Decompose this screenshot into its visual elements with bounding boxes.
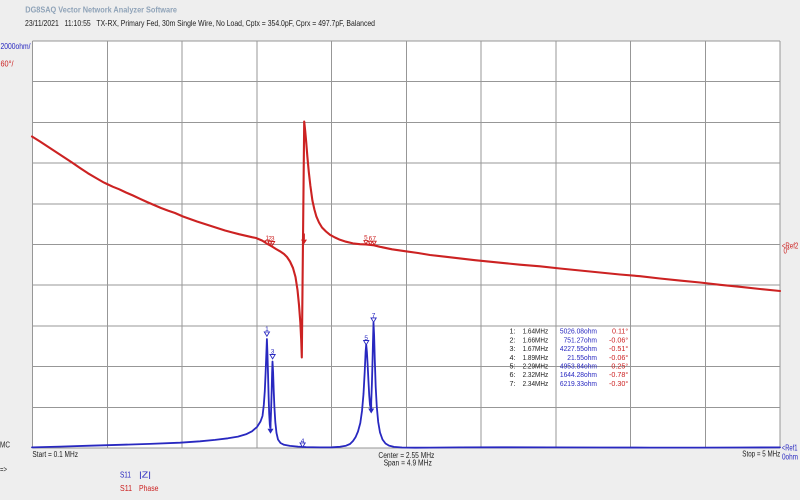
- svg-text:1644.28ohm: 1644.28ohm: [560, 370, 597, 379]
- svg-text:1.66MHz: 1.66MHz: [523, 335, 549, 344]
- svg-text:4:: 4:: [510, 353, 516, 362]
- svg-text:5: 5: [364, 235, 368, 242]
- svg-text:751.27ohm: 751.27ohm: [564, 335, 597, 344]
- svg-text:S11: S11: [120, 484, 132, 493]
- svg-text:6: 6: [369, 235, 373, 242]
- svg-text:-0.51°: -0.51°: [609, 344, 628, 353]
- svg-text:7: 7: [372, 235, 376, 242]
- svg-text:1:: 1:: [510, 327, 516, 336]
- svg-text:2.34MHz: 2.34MHz: [523, 379, 549, 388]
- svg-text:=>: =>: [0, 465, 7, 474]
- svg-text:2: 2: [268, 235, 272, 242]
- svg-text:1.67MHz: 1.67MHz: [523, 344, 549, 353]
- svg-text:3: 3: [271, 236, 275, 243]
- svg-text:Stop = 5 MHz: Stop = 5 MHz: [742, 450, 780, 459]
- svg-text:-0.78°: -0.78°: [609, 370, 628, 379]
- svg-text:-0.06°: -0.06°: [609, 335, 628, 344]
- svg-text:5: 5: [364, 335, 368, 342]
- svg-text:0.11°: 0.11°: [612, 327, 628, 336]
- svg-text:Start = 0.1 MHz: Start = 0.1 MHz: [32, 450, 78, 459]
- svg-text:4: 4: [301, 438, 305, 445]
- svg-text:2:: 2:: [510, 335, 516, 344]
- svg-text:1: 1: [265, 235, 269, 242]
- svg-text:0.25°: 0.25°: [611, 362, 628, 371]
- svg-text:6:: 6:: [510, 370, 516, 379]
- svg-text:3:: 3:: [510, 344, 516, 353]
- svg-text:1.64MHz: 1.64MHz: [523, 327, 549, 336]
- svg-text:5:: 5:: [510, 362, 516, 371]
- svg-text:6219.33ohm: 6219.33ohm: [560, 379, 597, 388]
- svg-text:1.89MHz: 1.89MHz: [523, 353, 549, 362]
- svg-text:DG8SAQ Vector Network Analyzer: DG8SAQ Vector Network Analyzer Software: [25, 5, 177, 14]
- svg-text:21.55ohm: 21.55ohm: [567, 353, 597, 362]
- svg-text:Span = 4.9 MHz: Span = 4.9 MHz: [384, 458, 432, 467]
- svg-text:-0.30°: -0.30°: [609, 379, 628, 388]
- svg-text:4953.84ohm: 4953.84ohm: [560, 362, 597, 371]
- svg-text:7:: 7:: [510, 379, 516, 388]
- svg-text:Center = 2.55 MHz: Center = 2.55 MHz: [378, 451, 434, 460]
- svg-text:<Ref2: <Ref2: [782, 241, 799, 250]
- svg-text:<Ref1: <Ref1: [782, 443, 798, 452]
- svg-text:0°: 0°: [784, 247, 790, 256]
- svg-text:2.32MHz: 2.32MHz: [523, 370, 549, 379]
- svg-text:3: 3: [271, 349, 275, 356]
- svg-text:5026.08ohm: 5026.08ohm: [560, 327, 597, 336]
- svg-text:1: 1: [265, 326, 269, 333]
- svg-text:23/11/2021 11:10:55 TX-RX,: 23/11/2021 11:10:55 TX-RX, Primary Fed, …: [25, 19, 375, 28]
- svg-text:60°/: 60°/: [1, 59, 15, 69]
- svg-text:|Z|: |Z|: [139, 470, 151, 479]
- svg-text:2.29MHz: 2.29MHz: [523, 362, 549, 371]
- svg-text:0ohm: 0ohm: [782, 452, 798, 461]
- svg-text:S11: S11: [120, 470, 131, 479]
- svg-text:MC: MC: [0, 440, 10, 450]
- svg-text:4227.55ohm: 4227.55ohm: [560, 344, 597, 353]
- svg-text:7: 7: [372, 312, 376, 319]
- svg-text:-0.06°: -0.06°: [609, 353, 628, 362]
- svg-text:2000ohm/: 2000ohm/: [1, 41, 32, 51]
- svg-text:Phase: Phase: [139, 484, 159, 493]
